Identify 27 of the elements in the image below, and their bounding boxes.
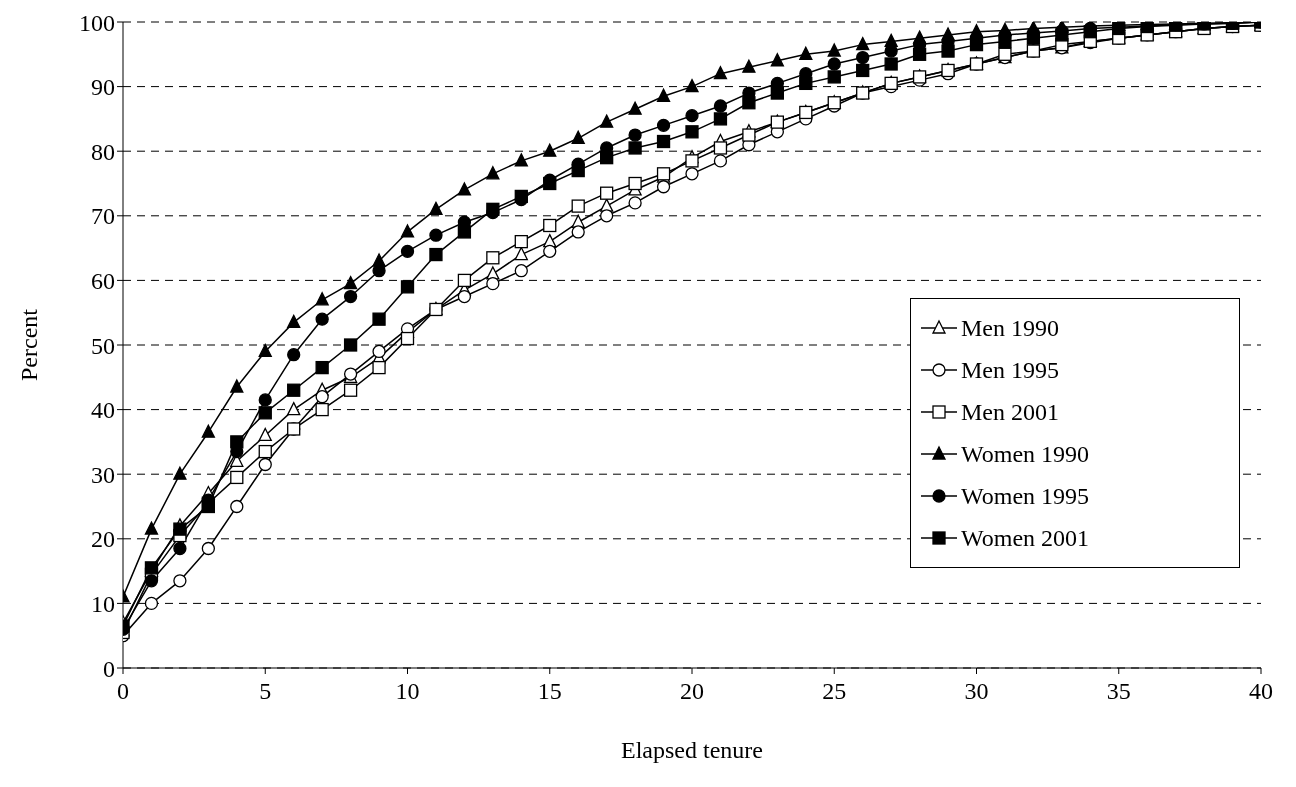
legend-label: Men 2001 [961,398,1059,426]
y-tick-label: 30 [91,461,115,488]
x-axis-title: Elapsed tenure [621,737,763,763]
legend-label: Men 1990 [961,314,1059,342]
y-tick-label: 60 [91,267,115,294]
x-tick-label: 20 [680,678,704,705]
y-tick-label: 50 [91,332,115,359]
y-tick-label: 100 [79,9,115,36]
y-tick-label: 0 [103,655,115,682]
x-tick-label: 25 [822,678,847,705]
y-tick-label: 90 [91,74,115,101]
x-tick-label: 15 [537,678,562,705]
legend-label: Women 1995 [961,482,1090,510]
y-tick-label: 70 [91,203,115,230]
x-tick-label: 5 [259,678,272,705]
x-tick-label: 40 [1249,678,1273,705]
y-tick-label: 10 [91,590,115,617]
legend-label: Women 1990 [961,440,1090,468]
y-axis-title: Percent [15,308,42,381]
y-tick-label: 40 [91,397,115,424]
legend-label: Men 1995 [961,356,1059,384]
x-tick-label: 10 [395,678,420,705]
x-tick-label: 35 [1106,678,1131,705]
x-tick-label: 30 [964,678,989,705]
y-tick-label: 20 [91,526,115,553]
y-tick-label: 80 [91,138,115,165]
legend-label: Women 2001 [961,524,1090,552]
